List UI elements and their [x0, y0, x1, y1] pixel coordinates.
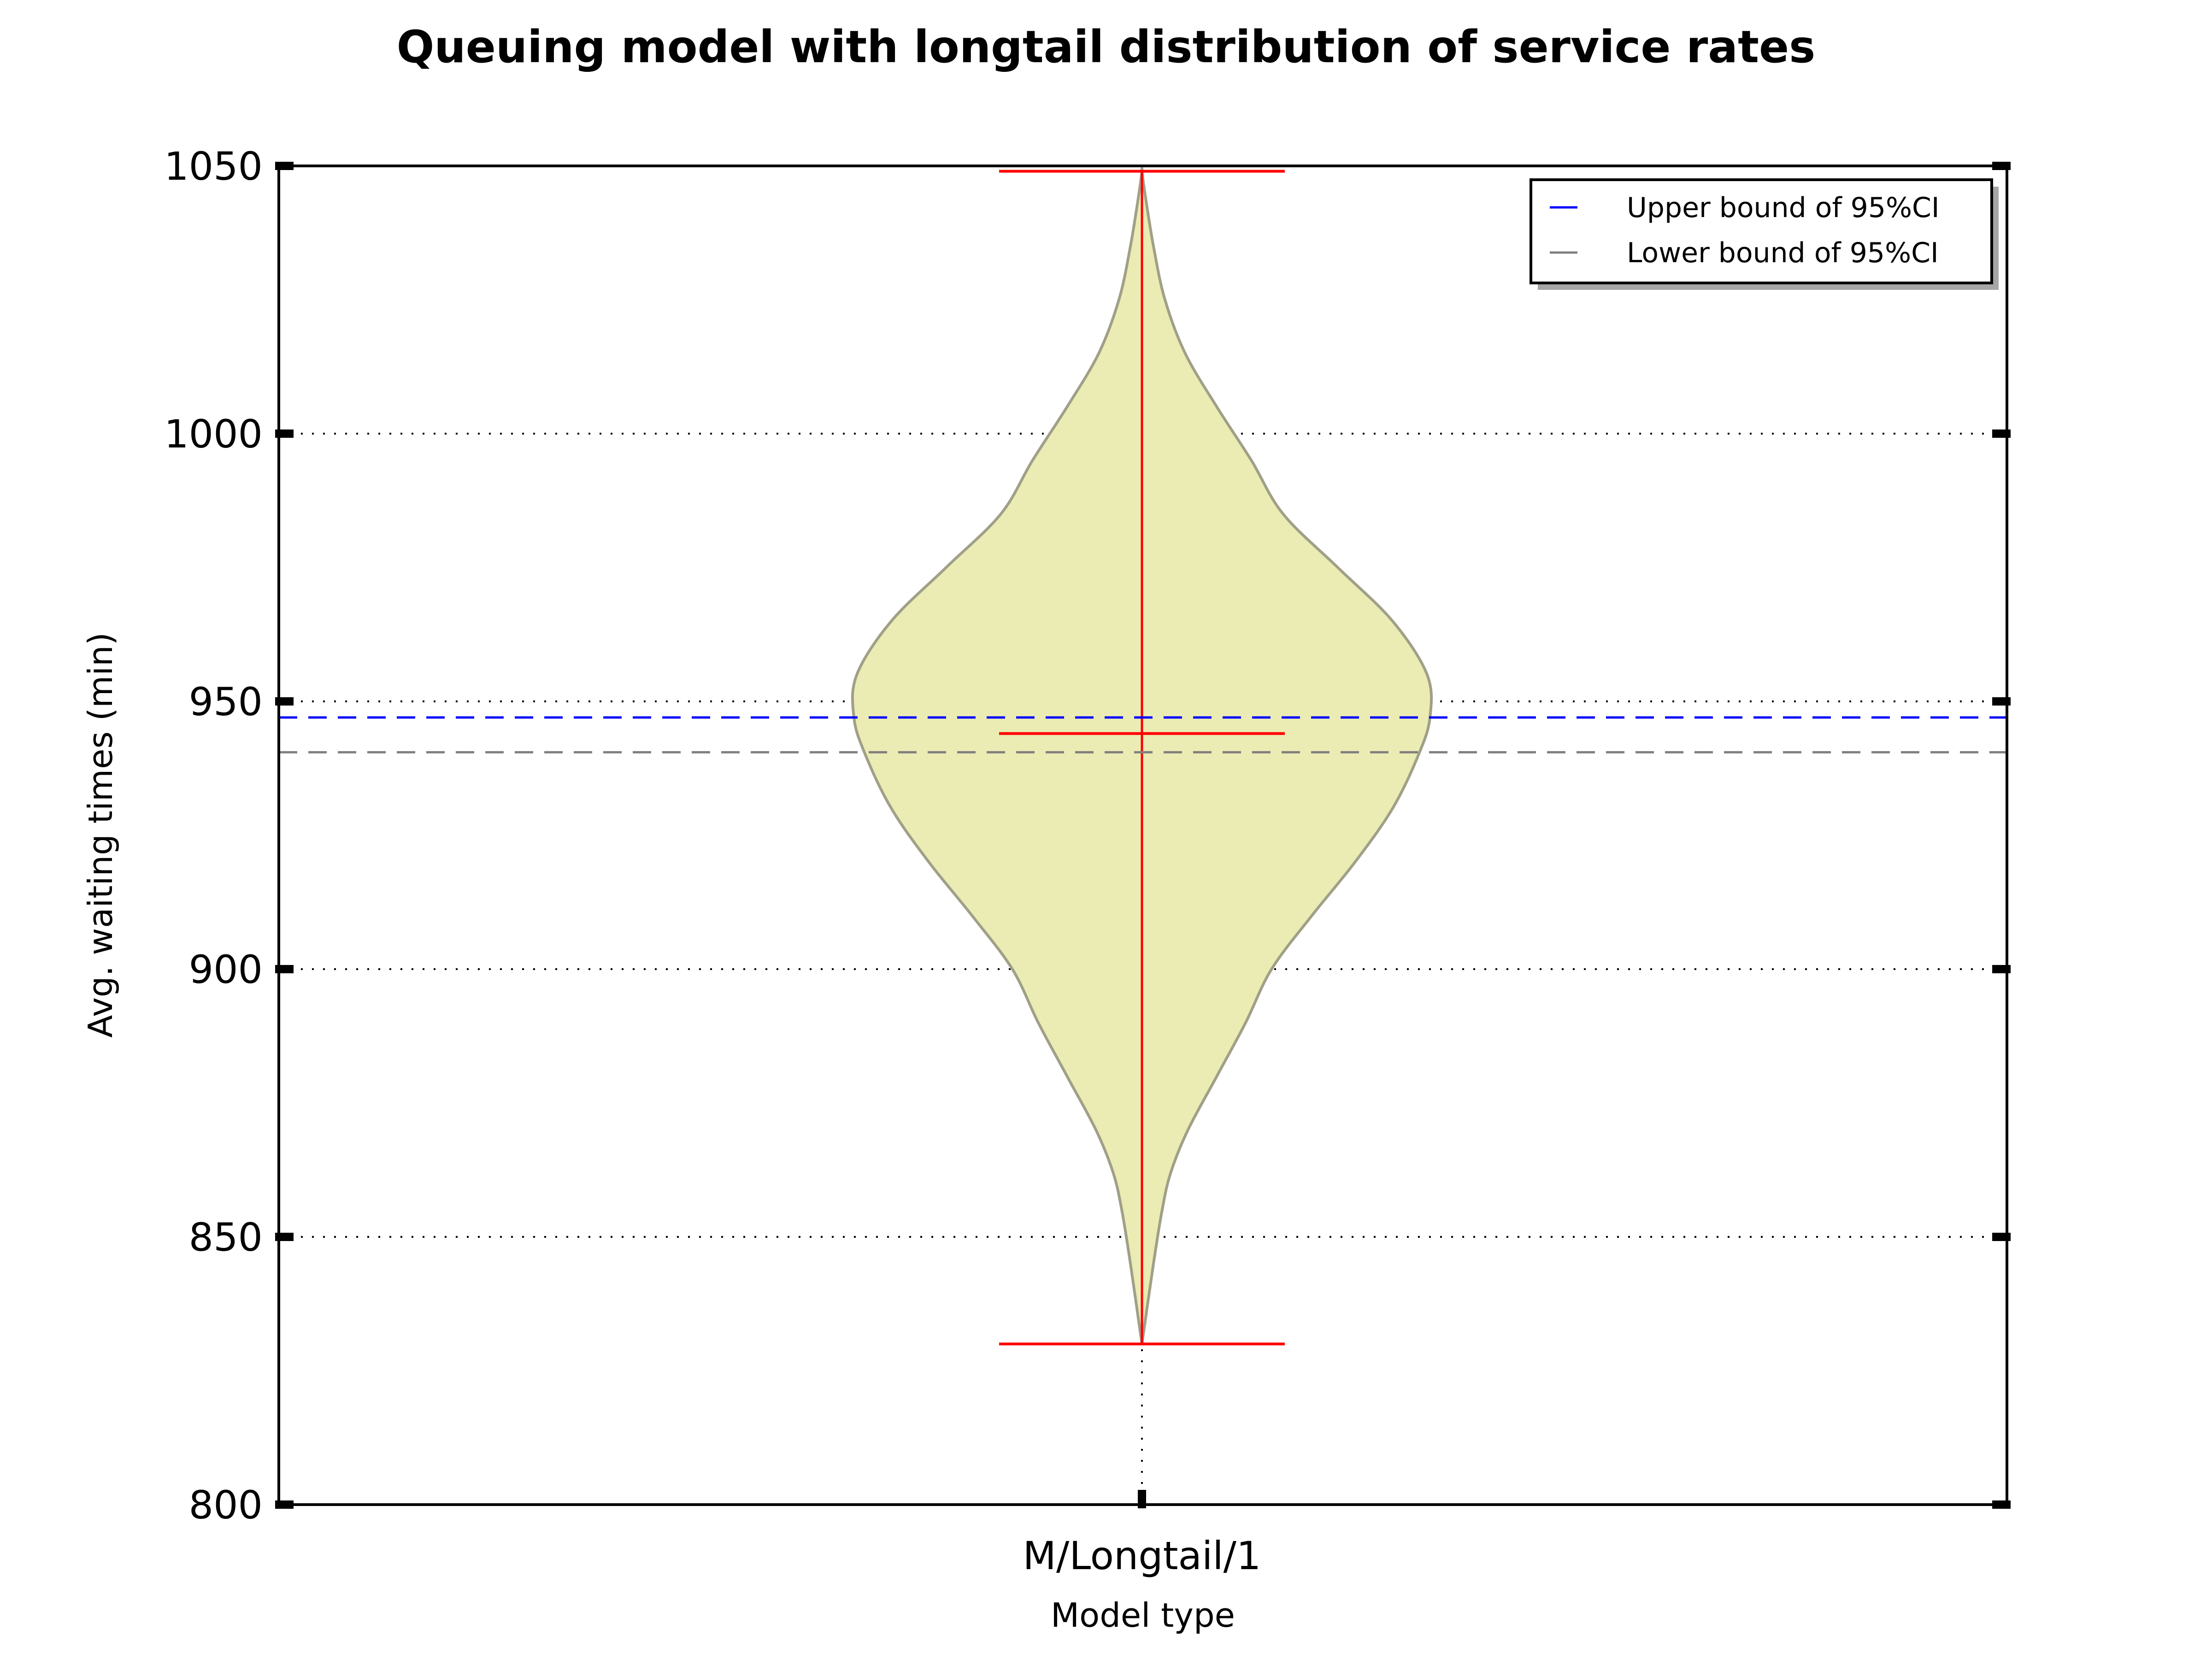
x-tick-labels: M/Longtail/1: [1023, 1533, 1261, 1578]
legend-label-lower: Lower bound of 95%CI: [1627, 237, 1939, 269]
y-tick-label-1000: 1000: [164, 412, 263, 457]
y-tick-label-900: 900: [189, 947, 263, 992]
y-tick-label-850: 850: [189, 1215, 263, 1260]
y-tick-label-950: 950: [189, 679, 263, 724]
legend-label-upper: Upper bound of 95%CI: [1627, 192, 1940, 224]
chart-title: Queuing model with longtail distribution…: [397, 21, 1815, 73]
x-axis-label: Model type: [1051, 1596, 1235, 1635]
y-tick-label-1050: 1050: [164, 144, 263, 189]
reference-lines: [279, 716, 2007, 753]
y-axis-label: Avg. waiting times (min): [81, 632, 120, 1038]
y-tick-label-800: 800: [189, 1483, 263, 1528]
y-tick-labels: 800 850 900 950 1000 1050: [164, 144, 263, 1528]
legend: Upper bound of 95%CI Lower bound of 95%C…: [1530, 178, 1999, 290]
legend-box: [1530, 178, 1993, 284]
plot-frame: [277, 165, 2008, 1506]
violin-layer: [851, 167, 1433, 1346]
x-tick-label-0: M/Longtail/1: [1023, 1533, 1261, 1578]
